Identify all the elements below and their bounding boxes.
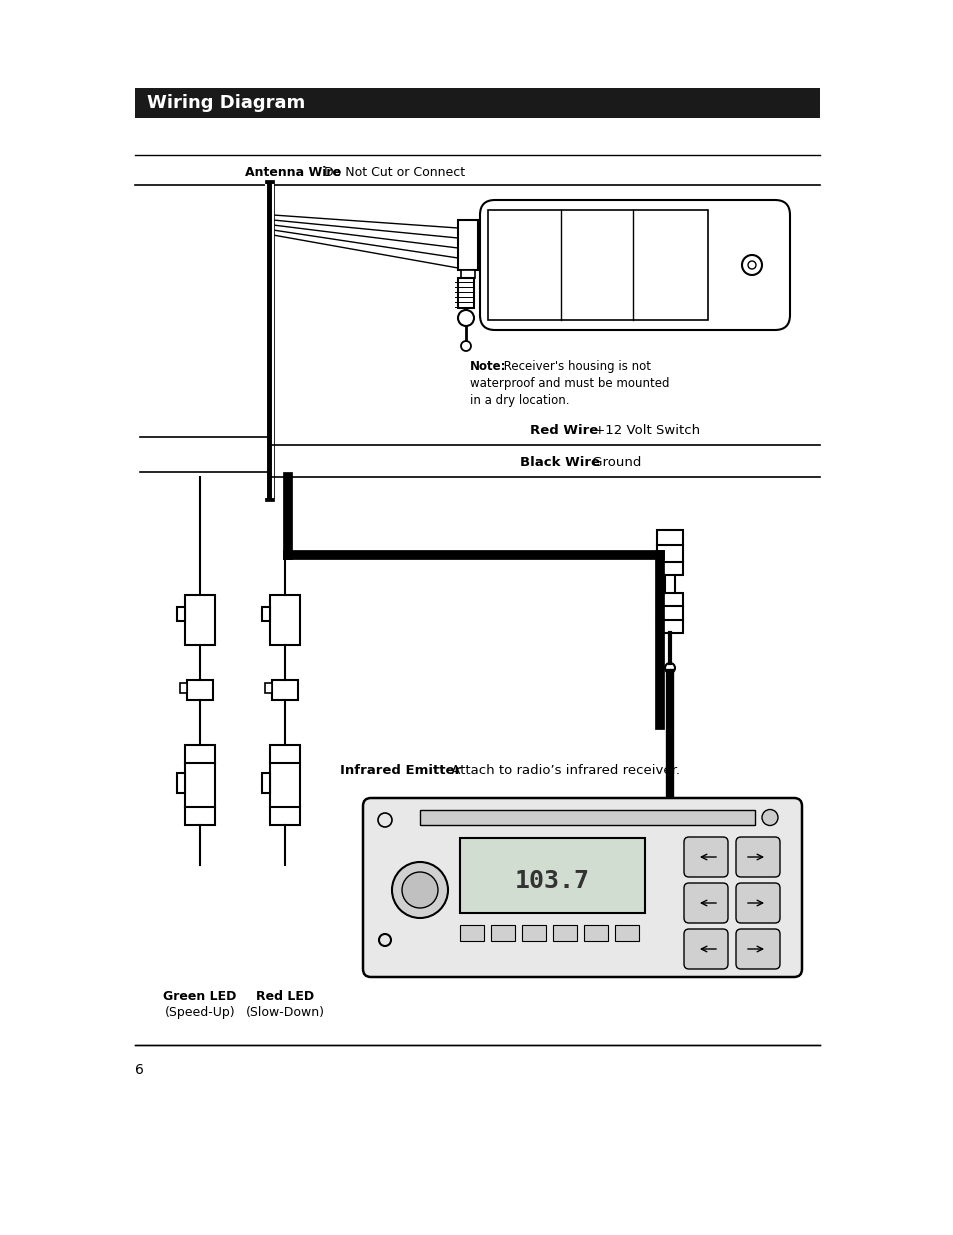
Bar (615, 925, 639, 941)
Circle shape (392, 862, 448, 918)
Bar (657, 530, 682, 576)
Text: in a dry location.: in a dry location. (470, 394, 569, 408)
FancyBboxPatch shape (683, 837, 727, 877)
Circle shape (664, 663, 675, 673)
FancyBboxPatch shape (735, 929, 780, 969)
FancyBboxPatch shape (683, 929, 727, 969)
Bar (583, 925, 607, 941)
Text: Red Wire: Red Wire (530, 424, 598, 436)
Text: (Slow-Down): (Slow-Down) (245, 1007, 324, 1019)
Bar (262, 773, 270, 793)
Text: Black Wire: Black Wire (519, 456, 599, 468)
Bar (457, 220, 477, 270)
Circle shape (401, 872, 437, 908)
FancyBboxPatch shape (363, 798, 801, 977)
Bar (521, 925, 545, 941)
FancyBboxPatch shape (479, 200, 789, 330)
Text: Do Not Cut or Connect: Do Not Cut or Connect (319, 167, 465, 179)
Bar (491, 925, 515, 941)
Circle shape (761, 809, 778, 825)
Bar (270, 595, 299, 645)
Text: Infrared Emitter: Infrared Emitter (339, 763, 460, 777)
Text: Antenna Wire: Antenna Wire (245, 167, 340, 179)
Text: Red LED: Red LED (255, 990, 314, 1003)
FancyBboxPatch shape (735, 883, 780, 923)
Text: 6: 6 (135, 1063, 144, 1077)
Text: Receiver's housing is not: Receiver's housing is not (499, 359, 650, 373)
Bar (185, 595, 214, 645)
Bar (460, 270, 475, 278)
Text: Green LED: Green LED (163, 990, 236, 1003)
Bar (177, 773, 185, 793)
Bar (265, 683, 272, 693)
Bar (177, 606, 185, 621)
Text: Note:: Note: (470, 359, 506, 373)
FancyBboxPatch shape (683, 883, 727, 923)
Bar (419, 810, 754, 825)
Bar (185, 745, 214, 825)
Bar (180, 683, 187, 693)
Text: 103.7: 103.7 (515, 868, 589, 893)
Bar (459, 839, 644, 913)
Bar (135, 88, 820, 119)
Text: Ground: Ground (587, 456, 640, 468)
FancyBboxPatch shape (735, 837, 780, 877)
Text: (Speed-Up): (Speed-Up) (165, 1007, 235, 1019)
Bar (553, 925, 577, 941)
Text: waterproof and must be mounted: waterproof and must be mounted (470, 377, 669, 390)
Bar (262, 606, 270, 621)
Bar (187, 680, 213, 700)
Text: +12 Volt Switch: +12 Volt Switch (589, 424, 700, 436)
Text: Wiring Diagram: Wiring Diagram (147, 94, 305, 112)
Bar (459, 925, 483, 941)
Text: Attach to radio’s infrared receiver.: Attach to radio’s infrared receiver. (447, 763, 679, 777)
Bar (272, 680, 297, 700)
Bar (457, 278, 474, 308)
Bar (270, 745, 299, 825)
Bar (488, 210, 707, 320)
Bar (657, 593, 682, 634)
